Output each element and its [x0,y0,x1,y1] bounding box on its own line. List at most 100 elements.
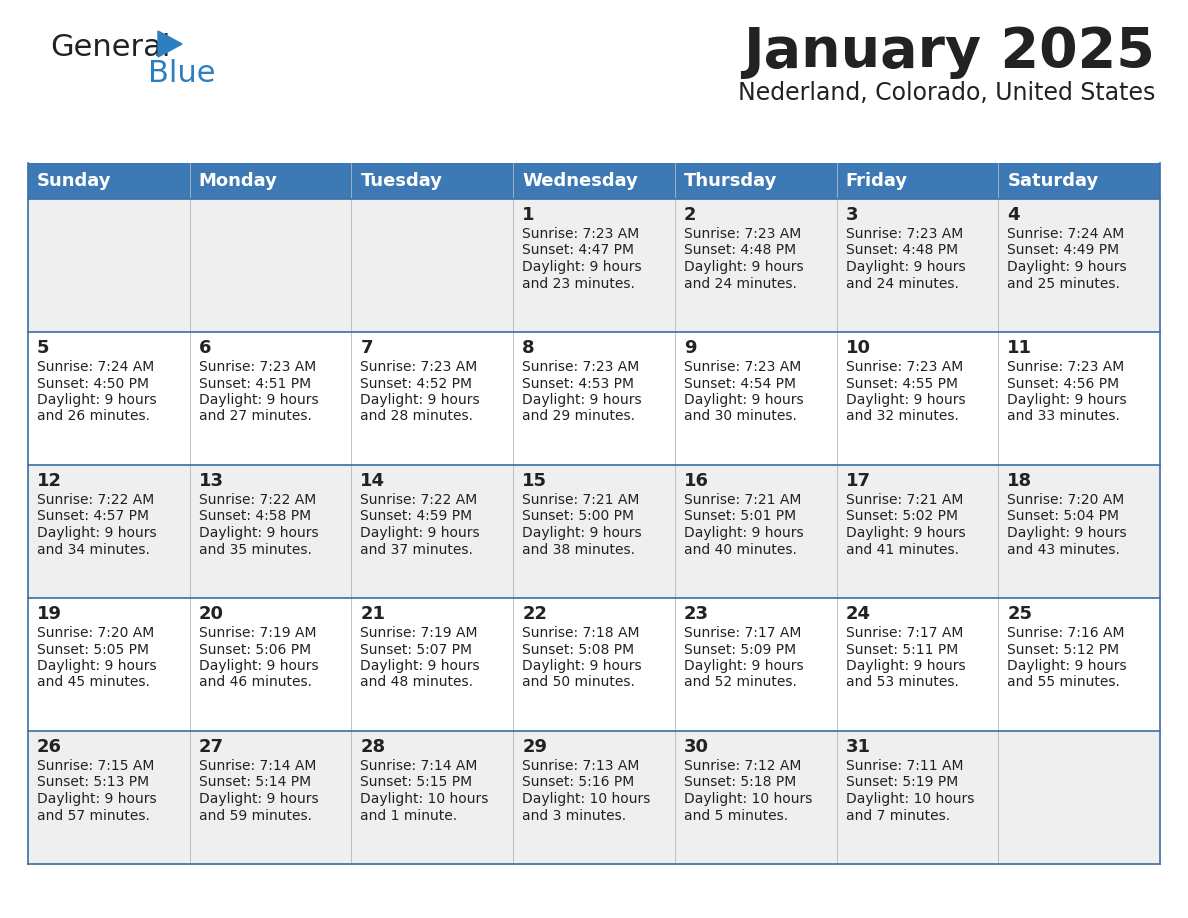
Text: Sunrise: 7:20 AM: Sunrise: 7:20 AM [1007,493,1125,507]
Text: 5: 5 [37,339,50,357]
Text: 3: 3 [846,206,858,224]
Text: Sunrise: 7:23 AM: Sunrise: 7:23 AM [198,360,316,374]
Text: and 41 minutes.: and 41 minutes. [846,543,959,556]
Text: and 29 minutes.: and 29 minutes. [523,409,636,423]
Text: Friday: Friday [846,172,908,190]
Text: and 24 minutes.: and 24 minutes. [846,276,959,290]
Text: Sunset: 4:53 PM: Sunset: 4:53 PM [523,376,634,390]
Text: Sunrise: 7:14 AM: Sunrise: 7:14 AM [360,759,478,773]
Text: and 59 minutes.: and 59 minutes. [198,809,311,823]
Text: Sunrise: 7:23 AM: Sunrise: 7:23 AM [846,360,962,374]
Text: 13: 13 [198,472,223,490]
Text: 25: 25 [1007,605,1032,623]
Text: Sunrise: 7:22 AM: Sunrise: 7:22 AM [198,493,316,507]
Text: and 43 minutes.: and 43 minutes. [1007,543,1120,556]
Text: Sunrise: 7:23 AM: Sunrise: 7:23 AM [523,227,639,241]
Text: Sunrise: 7:11 AM: Sunrise: 7:11 AM [846,759,963,773]
Text: Daylight: 9 hours: Daylight: 9 hours [523,393,642,407]
Text: Daylight: 9 hours: Daylight: 9 hours [846,260,965,274]
Text: and 25 minutes.: and 25 minutes. [1007,276,1120,290]
Text: and 32 minutes.: and 32 minutes. [846,409,959,423]
Text: 8: 8 [523,339,535,357]
Text: Sunrise: 7:21 AM: Sunrise: 7:21 AM [846,493,963,507]
Text: Sunrise: 7:19 AM: Sunrise: 7:19 AM [360,626,478,640]
Text: 29: 29 [523,738,548,756]
Text: and 45 minutes.: and 45 minutes. [37,676,150,689]
Text: Sunrise: 7:21 AM: Sunrise: 7:21 AM [523,493,639,507]
Text: Sunrise: 7:20 AM: Sunrise: 7:20 AM [37,626,154,640]
Text: Sunset: 5:12 PM: Sunset: 5:12 PM [1007,643,1119,656]
Text: Sunrise: 7:17 AM: Sunrise: 7:17 AM [846,626,963,640]
Text: Sunset: 5:11 PM: Sunset: 5:11 PM [846,643,958,656]
Text: Sunset: 4:49 PM: Sunset: 4:49 PM [1007,243,1119,258]
Text: Tuesday: Tuesday [360,172,442,190]
Text: Sunrise: 7:24 AM: Sunrise: 7:24 AM [1007,227,1125,241]
Text: 28: 28 [360,738,386,756]
Text: Sunset: 4:59 PM: Sunset: 4:59 PM [360,509,473,523]
Text: 7: 7 [360,339,373,357]
Text: Daylight: 9 hours: Daylight: 9 hours [684,393,803,407]
Text: and 37 minutes.: and 37 minutes. [360,543,473,556]
Text: Sunrise: 7:12 AM: Sunrise: 7:12 AM [684,759,801,773]
Text: Sunrise: 7:17 AM: Sunrise: 7:17 AM [684,626,801,640]
Text: and 55 minutes.: and 55 minutes. [1007,676,1120,689]
Bar [29,598,1159,731]
Text: and 30 minutes.: and 30 minutes. [684,409,797,423]
Text: Daylight: 9 hours: Daylight: 9 hours [198,659,318,673]
Text: and 7 minutes.: and 7 minutes. [846,809,949,823]
Text: Sunrise: 7:22 AM: Sunrise: 7:22 AM [37,493,154,507]
Text: 23: 23 [684,605,709,623]
Text: Daylight: 9 hours: Daylight: 9 hours [1007,659,1127,673]
Text: and 5 minutes.: and 5 minutes. [684,809,788,823]
Text: Daylight: 10 hours: Daylight: 10 hours [846,792,974,806]
Text: Sunrise: 7:23 AM: Sunrise: 7:23 AM [360,360,478,374]
Text: Daylight: 9 hours: Daylight: 9 hours [846,659,965,673]
Text: January 2025: January 2025 [744,25,1155,79]
Text: 9: 9 [684,339,696,357]
Text: Sunrise: 7:16 AM: Sunrise: 7:16 AM [1007,626,1125,640]
Text: Sunset: 5:07 PM: Sunset: 5:07 PM [360,643,473,656]
Text: Daylight: 9 hours: Daylight: 9 hours [198,792,318,806]
Text: Sunset: 4:54 PM: Sunset: 4:54 PM [684,376,796,390]
Text: Daylight: 9 hours: Daylight: 9 hours [360,393,480,407]
Text: and 48 minutes.: and 48 minutes. [360,676,474,689]
Text: Daylight: 9 hours: Daylight: 9 hours [523,659,642,673]
Text: Sunset: 4:51 PM: Sunset: 4:51 PM [198,376,311,390]
Text: 27: 27 [198,738,223,756]
Text: Daylight: 9 hours: Daylight: 9 hours [37,792,157,806]
Text: Sunrise: 7:13 AM: Sunrise: 7:13 AM [523,759,639,773]
Text: and 23 minutes.: and 23 minutes. [523,276,636,290]
Text: Daylight: 9 hours: Daylight: 9 hours [198,526,318,540]
Text: Sunset: 5:19 PM: Sunset: 5:19 PM [846,776,958,789]
Text: Sunset: 5:13 PM: Sunset: 5:13 PM [37,776,150,789]
Text: Daylight: 9 hours: Daylight: 9 hours [846,526,965,540]
Text: and 33 minutes.: and 33 minutes. [1007,409,1120,423]
Text: Monday: Monday [198,172,278,190]
Text: Sunset: 5:09 PM: Sunset: 5:09 PM [684,643,796,656]
Text: Sunday: Sunday [37,172,112,190]
Text: and 3 minutes.: and 3 minutes. [523,809,626,823]
Text: and 26 minutes.: and 26 minutes. [37,409,150,423]
Text: Sunrise: 7:24 AM: Sunrise: 7:24 AM [37,360,154,374]
Text: 20: 20 [198,605,223,623]
Text: Sunrise: 7:22 AM: Sunrise: 7:22 AM [360,493,478,507]
Text: Sunrise: 7:23 AM: Sunrise: 7:23 AM [846,227,962,241]
Text: Daylight: 9 hours: Daylight: 9 hours [37,659,157,673]
Text: General: General [50,33,170,62]
Text: Daylight: 9 hours: Daylight: 9 hours [684,526,803,540]
Text: Sunrise: 7:15 AM: Sunrise: 7:15 AM [37,759,154,773]
Text: Daylight: 10 hours: Daylight: 10 hours [360,792,488,806]
Text: Daylight: 9 hours: Daylight: 9 hours [523,260,642,274]
Text: Daylight: 9 hours: Daylight: 9 hours [1007,393,1127,407]
Text: Sunset: 4:47 PM: Sunset: 4:47 PM [523,243,634,258]
Text: and 46 minutes.: and 46 minutes. [198,676,311,689]
Text: and 40 minutes.: and 40 minutes. [684,543,797,556]
Text: Sunset: 5:14 PM: Sunset: 5:14 PM [198,776,311,789]
Text: and 24 minutes.: and 24 minutes. [684,276,797,290]
Text: and 1 minute.: and 1 minute. [360,809,457,823]
Text: 22: 22 [523,605,548,623]
Text: 21: 21 [360,605,385,623]
Text: Daylight: 9 hours: Daylight: 9 hours [37,393,157,407]
Text: 16: 16 [684,472,709,490]
Text: 15: 15 [523,472,548,490]
